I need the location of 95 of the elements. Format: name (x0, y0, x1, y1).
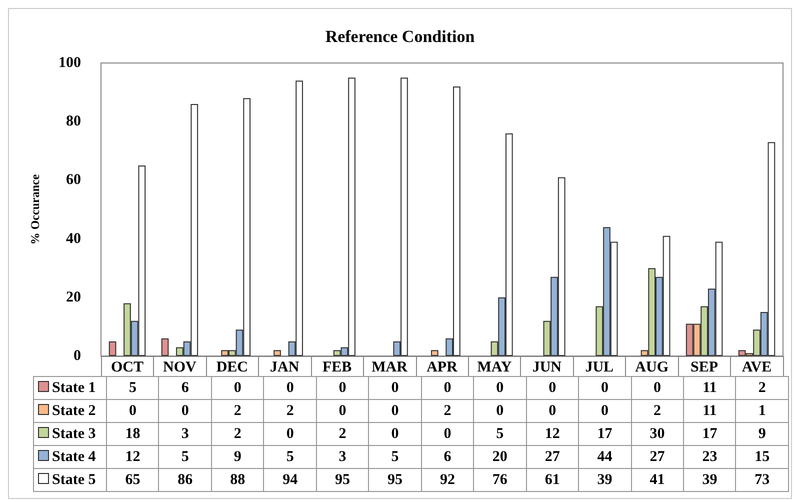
y-tick-label: 100 (58, 55, 81, 71)
legend-label: State 5 (34, 468, 106, 492)
data-label: 5 (158, 446, 212, 468)
legend-label: State 1 (34, 376, 106, 400)
x-tick-label: JAN (270, 360, 300, 376)
data-label: 15 (736, 446, 788, 468)
data-label: 20 (474, 446, 526, 468)
x-tick-label: FEB (322, 360, 352, 376)
x-tick-label: JUL (585, 360, 614, 376)
bar (274, 350, 281, 356)
data-label: 39 (683, 468, 736, 492)
data-label: 11 (683, 376, 736, 400)
x-tick-label: MAY (477, 360, 512, 376)
data-label: 0 (474, 400, 526, 422)
data-label: 5 (474, 422, 526, 446)
data-label: 61 (526, 468, 579, 492)
data-label: 2 (211, 422, 264, 446)
y-tick-label: 80 (66, 114, 81, 130)
data-label: 0 (578, 376, 632, 400)
data-label: 86 (158, 468, 212, 492)
data-label: 0 (474, 376, 526, 400)
data-label: 5 (264, 446, 316, 468)
data-label: 2 (631, 400, 684, 422)
data-label: 23 (683, 446, 736, 468)
x-tick-label: AUG (635, 360, 669, 376)
data-label: 2 (736, 376, 788, 400)
data-label: 41 (631, 468, 684, 492)
data-label: 11 (683, 400, 736, 422)
data-label: 6 (158, 376, 212, 400)
data-label: 95 (316, 468, 369, 492)
data-label: 0 (368, 422, 422, 446)
x-tick-label: SEP (690, 360, 718, 376)
data-label: 73 (736, 468, 788, 492)
data-label: 9 (736, 422, 788, 446)
data-label: 12 (106, 446, 159, 468)
y-axis-title: % Occurance (28, 174, 42, 245)
data-label: 2 (264, 400, 316, 422)
y-tick-label: 60 (66, 172, 81, 188)
data-label: 0 (264, 376, 316, 400)
data-label: 5 (106, 376, 159, 400)
bar (161, 338, 169, 356)
data-label: 2 (211, 400, 264, 422)
data-label: 0 (316, 376, 369, 400)
data-label: 65 (106, 468, 159, 492)
data-label: 95 (368, 468, 422, 492)
data-label: 0 (578, 400, 632, 422)
x-tick-label: AVE (742, 360, 772, 376)
data-label: 0 (264, 422, 316, 446)
legend-label: State 2 (34, 400, 106, 422)
data-label: 94 (264, 468, 316, 492)
x-tick-label: OCT (110, 360, 144, 376)
data-label: 3 (158, 422, 212, 446)
chart-title: Reference Condition (325, 27, 476, 46)
data-label: 9 (211, 446, 264, 468)
data-label: 2 (421, 400, 474, 422)
data-label: 2 (316, 422, 369, 446)
legend-label: State 3 (34, 422, 106, 446)
data-label: 18 (106, 422, 159, 446)
x-tick-label: NOV (163, 360, 197, 376)
y-tick-label: 0 (74, 348, 81, 364)
data-label: 3 (316, 446, 369, 468)
data-label: 5 (368, 446, 422, 468)
x-tick-label: MAR (372, 360, 408, 376)
y-tick-label: 20 (66, 289, 81, 306)
data-label: 0 (368, 400, 422, 422)
data-label: 27 (526, 446, 579, 468)
legend-label: State 4 (34, 446, 106, 468)
data-label: 1 (736, 400, 788, 422)
data-label: 88 (211, 468, 264, 492)
data-label: 44 (578, 446, 632, 468)
x-tick-label: APR (426, 360, 458, 376)
data-label: 76 (474, 468, 526, 492)
data-label: 0 (316, 400, 369, 422)
data-label: 17 (578, 422, 632, 446)
data-label: 0 (421, 376, 474, 400)
data-label: 92 (421, 468, 474, 492)
x-tick-label: DEC (216, 360, 248, 376)
y-tick-label: 40 (66, 230, 81, 247)
data-label: 27 (631, 446, 684, 468)
data-label: 12 (526, 422, 579, 446)
x-tick-label: JUN (532, 360, 562, 376)
bar (108, 341, 116, 356)
data-label: 17 (683, 422, 736, 446)
data-label: 0 (368, 376, 422, 400)
data-label: 30 (631, 422, 684, 446)
bar (430, 350, 438, 356)
data-label: 0 (158, 400, 212, 422)
data-label: 0 (526, 376, 579, 400)
data-label: 0 (421, 422, 474, 446)
data-label: 0 (631, 376, 684, 400)
data-label: 39 (578, 468, 632, 492)
data-label: 0 (106, 400, 159, 422)
data-label: 0 (211, 376, 264, 400)
data-label: 0 (526, 400, 579, 422)
data-label: 6 (421, 446, 474, 468)
